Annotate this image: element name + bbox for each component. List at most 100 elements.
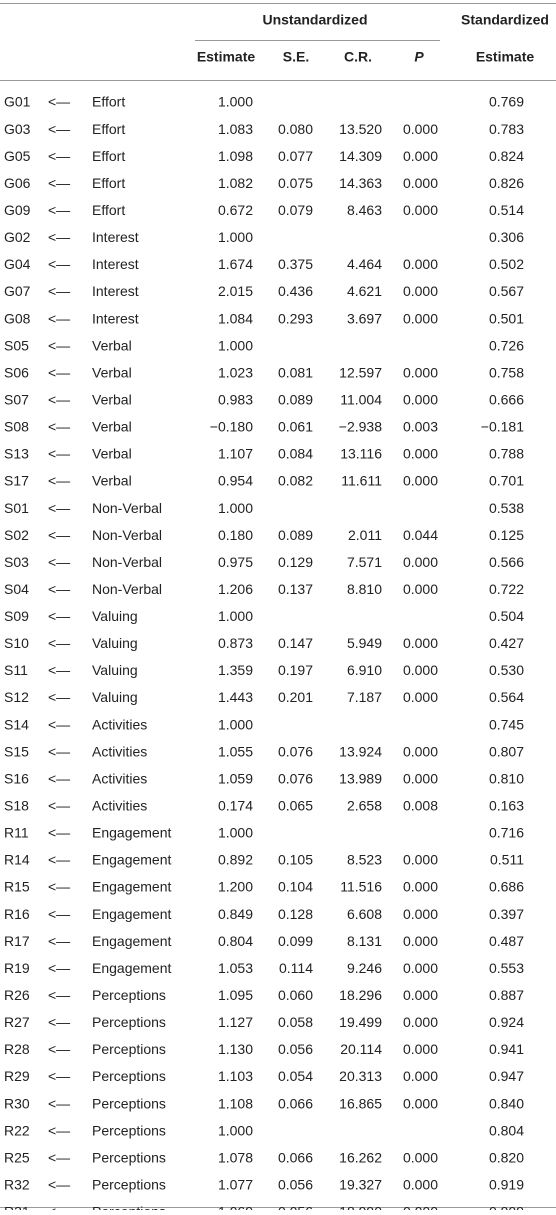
critical-ratio: 8.463	[347, 202, 382, 218]
critical-ratio: 19.327	[339, 1177, 382, 1193]
arrow: <—	[48, 256, 70, 272]
item: S07	[4, 391, 29, 407]
critical-ratio: 18.990	[339, 1204, 382, 1210]
estimate: 1.000	[218, 825, 253, 841]
std-estimate: 0.567	[489, 283, 524, 299]
factor: Engagement	[92, 933, 172, 949]
arrow: <—	[48, 1041, 70, 1057]
estimate: 1.200	[218, 879, 253, 895]
estimate: 0.849	[218, 906, 253, 922]
p-value: 0.000	[403, 1204, 438, 1210]
column-header: S.E.	[283, 49, 309, 65]
item: S03	[4, 554, 29, 570]
p-value: 0.000	[403, 689, 438, 705]
p-value: 0.000	[403, 473, 438, 489]
std-estimate: 0.745	[489, 716, 524, 732]
item: R14	[4, 852, 30, 868]
column-header: Estimate	[476, 49, 535, 65]
factor: Verbal	[92, 391, 132, 407]
std-estimate: 0.726	[489, 337, 524, 353]
item: G02	[4, 229, 31, 245]
std-error: 0.056	[278, 1204, 313, 1210]
item: R26	[4, 987, 30, 1003]
critical-ratio: 13.520	[339, 121, 382, 137]
column-header: C.R.	[344, 49, 372, 65]
std-error: 0.293	[278, 310, 313, 326]
arrow: <—	[48, 391, 70, 407]
factor: Perceptions	[92, 1014, 166, 1030]
estimate: 1.082	[218, 175, 253, 191]
std-error: 0.105	[278, 852, 313, 868]
critical-ratio: 11.004	[340, 391, 382, 407]
critical-ratio: 13.924	[339, 743, 382, 759]
std-estimate: 0.887	[489, 987, 524, 1003]
p-value: 0.000	[403, 1149, 438, 1165]
std-estimate: 0.824	[489, 148, 524, 164]
std-estimate: 0.840	[489, 1095, 524, 1111]
critical-ratio: 8.523	[347, 852, 382, 868]
factor: Non-Verbal	[92, 527, 162, 543]
critical-ratio: 7.571	[347, 554, 382, 570]
factor: Verbal	[92, 337, 132, 353]
critical-ratio: 14.363	[339, 175, 382, 191]
factor: Interest	[92, 310, 139, 326]
critical-ratio: 3.697	[347, 310, 382, 326]
p-value: 0.000	[403, 879, 438, 895]
factor: Perceptions	[92, 1068, 166, 1084]
factor: Perceptions	[92, 1095, 166, 1111]
estimate: 0.983	[218, 391, 253, 407]
factor: Effort	[92, 175, 125, 191]
std-estimate: 0.487	[489, 933, 524, 949]
p-value: 0.000	[403, 906, 438, 922]
std-estimate: 0.666	[489, 391, 524, 407]
item: R17	[4, 933, 30, 949]
critical-ratio: 6.910	[347, 662, 382, 678]
std-estimate: 0.820	[489, 1149, 524, 1165]
factor: Perceptions	[92, 987, 166, 1003]
factor: Perceptions	[92, 1204, 166, 1210]
std-error: 0.089	[278, 527, 313, 543]
std-estimate: 0.686	[489, 879, 524, 895]
std-error: 0.066	[278, 1095, 313, 1111]
factor: Engagement	[92, 960, 172, 976]
arrow: <—	[48, 229, 70, 245]
p-value: 0.000	[403, 310, 438, 326]
group-header: Unstandardized	[262, 12, 367, 28]
p-value: 0.000	[403, 364, 438, 380]
std-error: 0.058	[278, 1014, 313, 1030]
std-estimate: 0.504	[489, 608, 524, 624]
critical-ratio: 18.296	[339, 987, 382, 1003]
factor: Engagement	[92, 852, 172, 868]
std-error: 0.104	[278, 879, 313, 895]
item: G07	[4, 283, 31, 299]
arrow: <—	[48, 337, 70, 353]
std-estimate: 0.530	[489, 662, 524, 678]
p-value: 0.000	[403, 581, 438, 597]
estimate: 0.180	[218, 527, 253, 543]
item: S11	[4, 662, 28, 678]
std-estimate: 0.788	[489, 446, 524, 462]
arrow: <—	[48, 933, 70, 949]
arrow: <—	[48, 554, 70, 570]
arrow: <—	[48, 662, 70, 678]
item: S14	[4, 716, 29, 732]
estimate: −0.180	[210, 419, 253, 435]
critical-ratio: 16.262	[339, 1149, 382, 1165]
p-value: 0.000	[403, 987, 438, 1003]
p-value: 0.008	[403, 798, 438, 814]
arrow: <—	[48, 825, 70, 841]
item: R11	[4, 825, 29, 841]
estimate: 1.084	[218, 310, 253, 326]
p-value: 0.000	[403, 121, 438, 137]
std-error: 0.054	[278, 1068, 313, 1084]
std-estimate: 0.826	[489, 175, 524, 191]
std-error: 0.128	[278, 906, 313, 922]
p-value: 0.000	[403, 1041, 438, 1057]
estimate: 0.174	[218, 798, 253, 814]
p-value: 0.000	[403, 662, 438, 678]
critical-ratio: 14.309	[339, 148, 382, 164]
item: R28	[4, 1041, 30, 1057]
estimate: 1.359	[218, 662, 253, 678]
std-estimate: 0.758	[489, 364, 524, 380]
